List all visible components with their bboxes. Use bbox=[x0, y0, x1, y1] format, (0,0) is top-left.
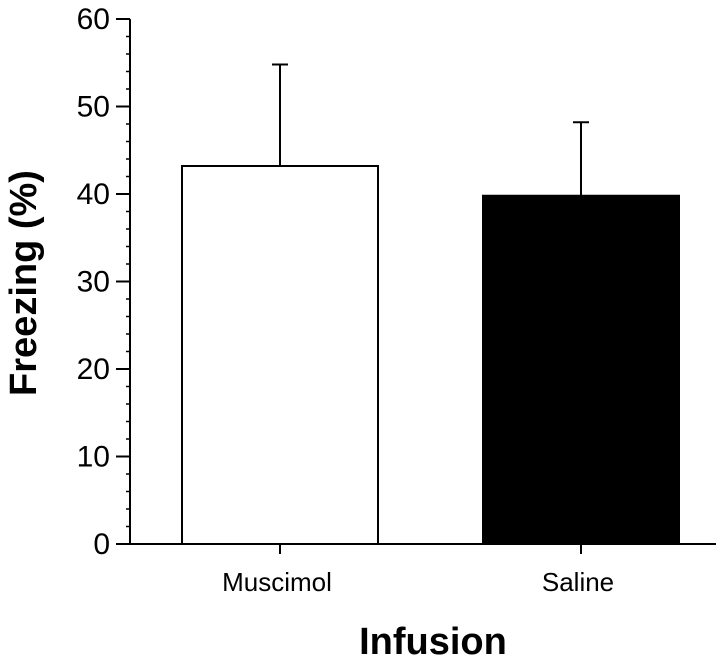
y-tick-label: 10 bbox=[77, 441, 110, 474]
x-axis: Muscimol Saline bbox=[130, 543, 716, 597]
bars bbox=[181, 63, 680, 545]
y-tick-label: 40 bbox=[77, 178, 110, 211]
y-tick-label: 60 bbox=[77, 3, 110, 36]
y-axis-title: Freezing (%) bbox=[3, 170, 45, 396]
x-axis-title: Infusion bbox=[359, 621, 507, 663]
bar-muscimol bbox=[181, 165, 379, 545]
x-tick-label-saline: Saline bbox=[542, 567, 614, 597]
x-tick-label-muscimol: Muscimol bbox=[222, 567, 332, 597]
bar-saline bbox=[482, 194, 680, 545]
y-tick-label: 20 bbox=[77, 353, 110, 386]
y-tick-label: 50 bbox=[77, 91, 110, 124]
y-tick-label: 30 bbox=[77, 266, 110, 299]
y-axis: 0 10 20 30 40 50 60 bbox=[77, 3, 131, 561]
y-tick-label: 0 bbox=[93, 528, 110, 561]
